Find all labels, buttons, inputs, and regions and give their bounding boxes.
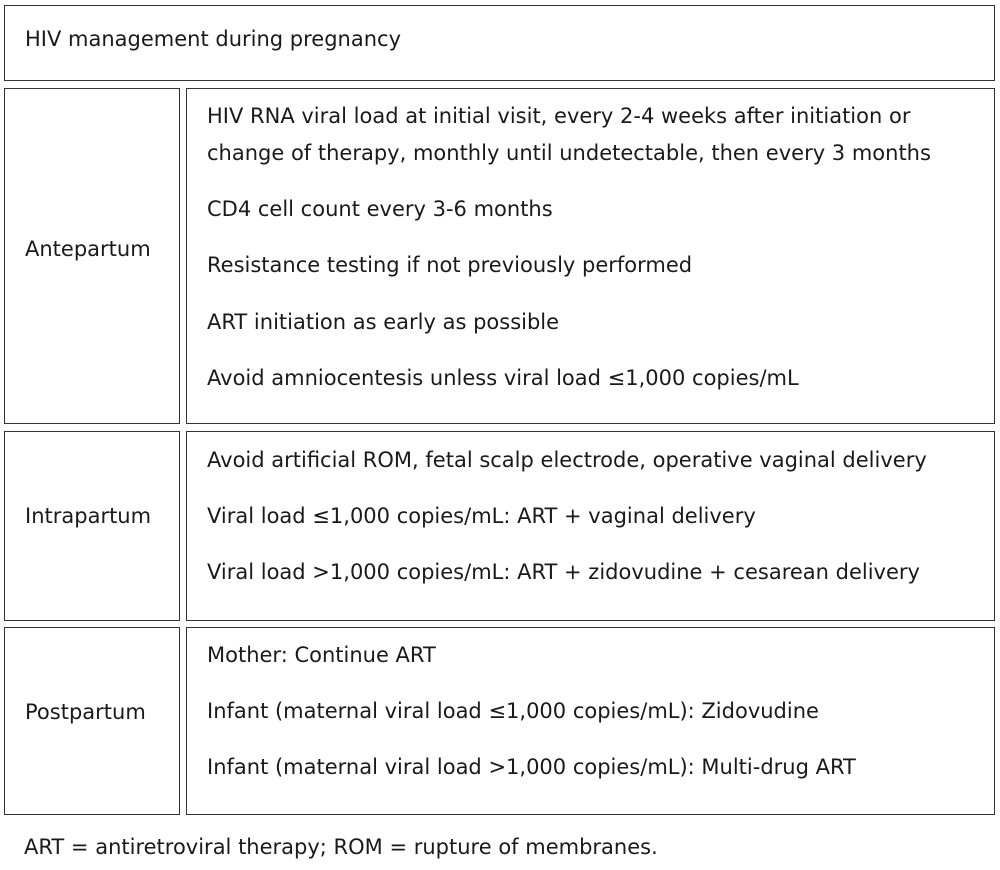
- list-item: HIV RNA viral load at initial visit, eve…: [207, 104, 911, 128]
- postpartum-label-cell: Postpartum: [4, 627, 180, 815]
- list-item: ART initiation as early as possible: [207, 310, 560, 334]
- list-item: Mother: Continue ART: [207, 643, 436, 667]
- list-item: Infant (maternal viral load ≤1,000 copie…: [207, 699, 819, 723]
- section-label-antepartum: Antepartum: [25, 237, 151, 261]
- table-title-box: HIV management during pregnancy: [4, 5, 995, 81]
- section-label-postpartum: Postpartum: [25, 700, 146, 724]
- list-item: Viral load >1,000 copies/mL: ART + zidov…: [207, 560, 920, 584]
- footnote: ART = antiretroviral therapy; ROM = rupt…: [24, 835, 658, 859]
- antepartum-content-cell: HIV RNA viral load at initial visit, eve…: [186, 88, 995, 424]
- antepartum-label-cell: Antepartum: [4, 88, 180, 424]
- page-title: HIV management during pregnancy: [25, 27, 402, 51]
- list-item: change of therapy, monthly until undetec…: [207, 141, 931, 165]
- intrapartum-label-cell: Intrapartum: [4, 431, 180, 621]
- postpartum-content-cell: Mother: Continue ART Infant (maternal vi…: [186, 627, 995, 815]
- list-item: Avoid artificial ROM, fetal scalp electr…: [207, 448, 927, 472]
- section-label-intrapartum: Intrapartum: [25, 504, 152, 528]
- list-item: Avoid amniocentesis unless viral load ≤1…: [207, 366, 799, 390]
- list-item: Resistance testing if not previously per…: [207, 253, 693, 277]
- intrapartum-content-cell: Avoid artificial ROM, fetal scalp electr…: [186, 431, 995, 621]
- list-item: Viral load ≤1,000 copies/mL: ART + vagin…: [207, 504, 756, 528]
- list-item: Infant (maternal viral load >1,000 copie…: [207, 755, 856, 779]
- list-item: CD4 cell count every 3-6 months: [207, 197, 553, 221]
